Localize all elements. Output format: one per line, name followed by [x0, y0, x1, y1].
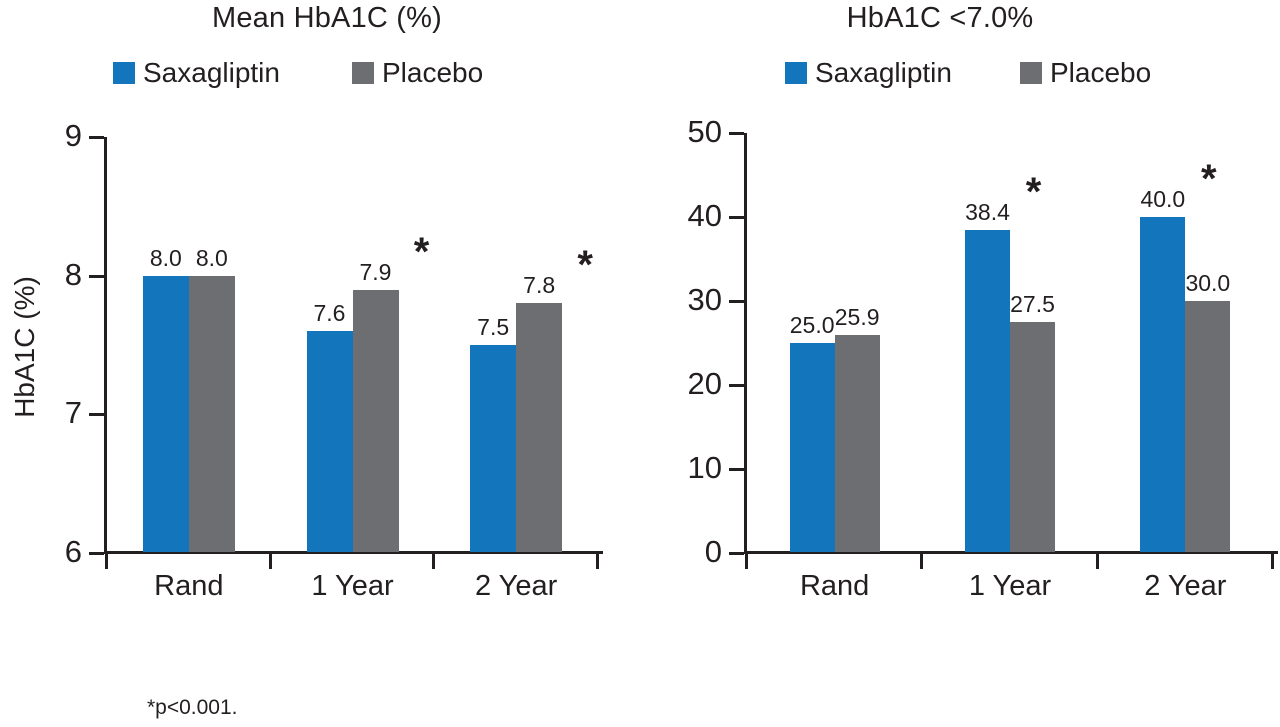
y-tick-mark [89, 136, 104, 139]
legend-label-placebo: Placebo [382, 57, 484, 88]
y-tick-mark [729, 216, 744, 219]
y-tick-mark [729, 552, 744, 555]
legend-label-saxagliptin: Saxagliptin [143, 57, 280, 88]
legend-swatch-saxagliptin [785, 62, 807, 84]
bar-value-label: 8.0 [195, 244, 228, 271]
y-tick-label: 20 [687, 366, 722, 401]
bar-saxagliptin [142, 275, 189, 552]
bar-placebo [834, 335, 880, 552]
x-category-label: 2 Year [475, 570, 558, 602]
x-tick-mark [105, 554, 108, 569]
y-tick-mark [729, 132, 744, 135]
bar-saxagliptin [1140, 217, 1186, 552]
bar-value-label: 25.9 [834, 304, 880, 331]
legend-swatch-placebo [352, 62, 374, 84]
significance-footnote: *p<0.001. [147, 696, 238, 719]
x-tick-mark [1271, 554, 1274, 569]
x-tick-mark [745, 554, 748, 569]
y-tick-mark [729, 300, 744, 303]
chart-title-left: Mean HbA1C (%) [211, 2, 443, 34]
legend-swatch-saxagliptin [113, 62, 135, 84]
y-tick-label: 6 [64, 534, 82, 569]
y-axis-line [104, 137, 107, 554]
bar-value-label: 25.0 [789, 312, 835, 338]
bar-value-label: 7.8 [523, 272, 556, 299]
y-tick-mark [729, 384, 744, 387]
x-tick-mark [596, 554, 599, 569]
x-category-label: Rand [799, 570, 870, 602]
y-tick-label: 9 [64, 118, 82, 153]
y-tick-mark [729, 468, 744, 471]
bar-placebo [516, 303, 563, 552]
significance-asterisk: * [1025, 170, 1042, 215]
y-tick-mark [89, 274, 104, 278]
legend-label-saxagliptin: Saxagliptin [815, 57, 952, 88]
bar-value-label: 7.9 [359, 258, 392, 285]
y-tick-label: 50 [687, 114, 722, 149]
x-category-label: Rand [154, 570, 224, 602]
legend-swatch-placebo [1020, 62, 1042, 84]
x-category-label: 2 Year [1144, 570, 1227, 602]
bar-saxagliptin [306, 331, 353, 552]
bar-value-label: 38.4 [965, 199, 1010, 226]
bar-value-label: 7.6 [313, 300, 346, 327]
y-tick-label: 7 [64, 395, 82, 431]
y-tick-mark [89, 552, 104, 555]
x-tick-mark [1095, 554, 1099, 569]
bar-saxagliptin [789, 343, 835, 552]
bar-value-label: 27.5 [1010, 291, 1055, 317]
y-tick-label: 30 [687, 282, 722, 317]
y-tick-label: 40 [687, 198, 722, 233]
y-tick-mark [89, 413, 104, 417]
y-tick-label: 0 [704, 534, 722, 569]
bar-saxagliptin [965, 230, 1010, 552]
bar-saxagliptin [470, 345, 517, 552]
bar-placebo [188, 275, 235, 552]
x-axis-line [104, 551, 603, 554]
bar-placebo [1185, 301, 1231, 552]
x-tick-mark [920, 554, 924, 569]
legend-right: Saxagliptin Placebo [640, 55, 1280, 91]
legend-label-placebo: Placebo [1050, 57, 1152, 88]
y-tick-label: 8 [64, 256, 82, 292]
significance-asterisk: * [413, 229, 430, 274]
bar-value-label: 8.0 [149, 244, 182, 271]
x-category-label: 1 Year [311, 570, 394, 602]
bar-placebo [352, 289, 399, 552]
x-tick-mark [432, 554, 436, 569]
x-tick-mark [268, 554, 272, 569]
bar-placebo [1010, 322, 1055, 552]
x-category-label: 1 Year [968, 570, 1052, 602]
significance-asterisk: * [1201, 157, 1217, 201]
bar-value-label: 7.5 [477, 314, 510, 340]
y-axis-line [744, 133, 747, 554]
bar-value-label: 40.0 [1140, 186, 1186, 212]
legend-left: Saxagliptin Placebo [0, 55, 640, 91]
x-axis-line [744, 551, 1278, 554]
y-tick-label: 10 [687, 450, 722, 485]
bar-value-label: 30.0 [1185, 270, 1231, 296]
significance-asterisk: * [577, 243, 593, 288]
chart-title-right: HbA1C <7.0% [846, 2, 1034, 34]
y-axis-label: HbA1C (%) [9, 276, 40, 418]
